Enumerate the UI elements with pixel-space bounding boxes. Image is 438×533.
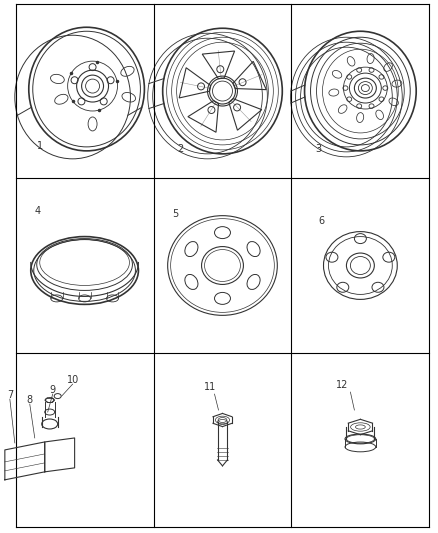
Text: 7: 7	[7, 390, 13, 400]
Text: 9: 9	[49, 385, 56, 395]
Text: 10: 10	[67, 375, 79, 385]
Text: 12: 12	[336, 380, 349, 390]
Text: 2: 2	[178, 144, 184, 154]
Text: 4: 4	[35, 206, 41, 216]
Text: 11: 11	[205, 382, 217, 392]
Text: 1: 1	[37, 141, 43, 151]
Text: 8: 8	[27, 395, 33, 405]
Text: 6: 6	[318, 216, 325, 225]
Text: 3: 3	[315, 144, 321, 154]
Text: 5: 5	[173, 208, 179, 219]
